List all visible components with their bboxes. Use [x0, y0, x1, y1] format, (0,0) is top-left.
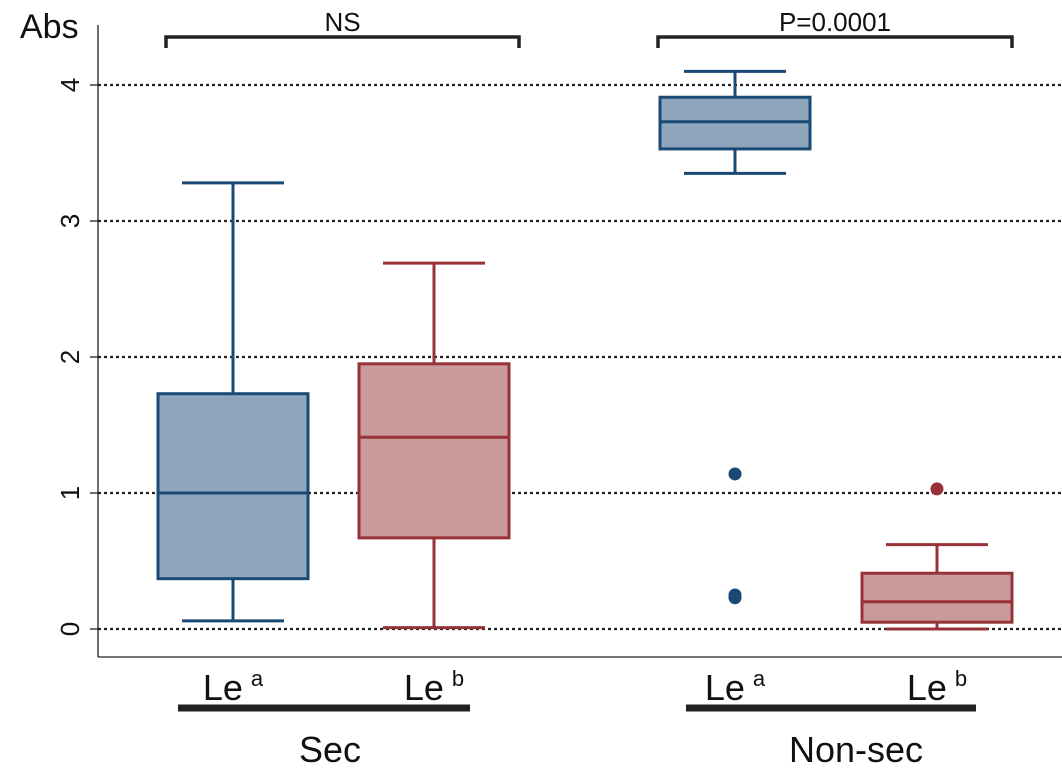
outlier-point	[728, 591, 742, 605]
y-tick-label: 2	[55, 350, 85, 364]
x-tick-label-sup: b	[452, 666, 464, 691]
box-non-sec-le-a	[658, 69, 812, 605]
group-label: Sec	[299, 729, 361, 770]
x-tick-label-sup: b	[955, 666, 967, 691]
x-tick-label-sup: a	[251, 666, 264, 691]
significance-bracket	[656, 35, 1014, 48]
x-tick-label-main: Le	[705, 667, 745, 708]
x-tick-label: Le a	[203, 666, 264, 708]
outlier-point	[728, 467, 742, 481]
y-tick-label: 4	[55, 78, 85, 92]
y-axis-label: Abs	[20, 8, 79, 46]
boxes	[156, 35, 1014, 631]
x-tick-label-sup: a	[753, 666, 766, 691]
box-sec-le-a	[156, 181, 310, 623]
significance-label: NS	[324, 7, 360, 37]
gridlines	[98, 83, 1062, 631]
outlier-point	[930, 482, 944, 496]
x-tick-label-main: Le	[404, 667, 444, 708]
x-tick-label: Le b	[907, 666, 967, 708]
group-label: Non-sec	[789, 729, 923, 770]
x-tick-label: Le a	[705, 666, 766, 708]
box-sec-le-b	[357, 261, 511, 630]
y-tick-label: 1	[55, 486, 85, 500]
y-tick-label: 3	[55, 214, 85, 228]
x-tick-label-main: Le	[907, 667, 947, 708]
significance-bracket	[164, 35, 521, 48]
x-tick-label-main: Le	[203, 667, 243, 708]
box-non-sec-le-b	[860, 482, 1014, 631]
iqr-box	[357, 362, 511, 540]
y-ticks: 0 1 2 3 4	[55, 78, 98, 636]
significance-label: P=0.0001	[779, 7, 891, 37]
iqr-box	[156, 392, 310, 581]
y-tick-label: 0	[55, 622, 85, 636]
iqr-box	[860, 571, 1014, 624]
x-tick-label: Le b	[404, 666, 464, 708]
